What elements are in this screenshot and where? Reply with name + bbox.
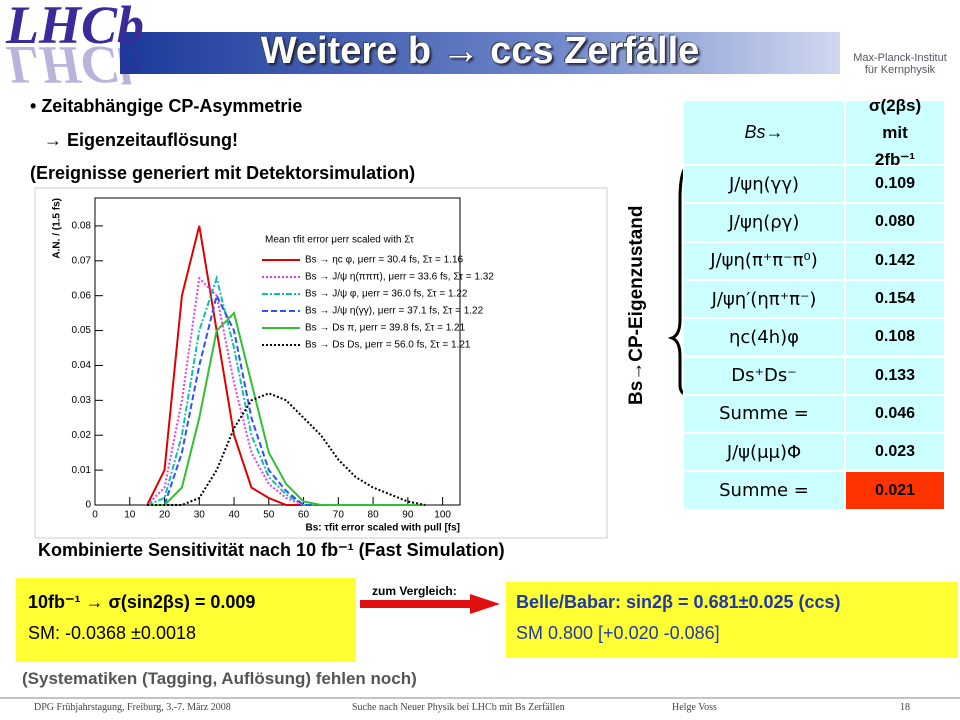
plot-frame xyxy=(34,187,608,539)
legend-title: Mean τfit error μerr scaled with Στ xyxy=(265,235,414,246)
legend-label: Bs → J/ψ η(πππ), μerr = 33.6 fs, Στ = 1.… xyxy=(305,272,494,283)
x-tick-label: 80 xyxy=(368,510,380,521)
logo: LHCb xyxy=(6,0,145,55)
table-cell: Summe = xyxy=(683,471,845,510)
result-line: 10fb⁻¹ → σ(sin2βs) = 0.009 xyxy=(28,592,256,612)
y-tick-label: 0 xyxy=(85,500,91,511)
x-tick-label: 90 xyxy=(402,510,414,521)
legend-label: Bs → ηc φ, μerr = 30.4 fs, Στ = 1.16 xyxy=(305,255,464,266)
x-tick-label: 20 xyxy=(159,510,171,521)
table-header-cell: Bs→ xyxy=(683,100,845,165)
bullet-sub: (Ereignisse generiert mit Detektorsimula… xyxy=(30,163,416,183)
x-tick-label: 70 xyxy=(333,510,345,521)
y-tick-label: 0.01 xyxy=(72,465,92,476)
legend-label: Bs → Ds π, μerr = 39.8 fs, Στ = 1.21 xyxy=(305,323,466,334)
series-line xyxy=(147,392,426,506)
table-cell: 0.108 xyxy=(845,318,945,357)
table-header-cell: σ(2βs) mit 2fb⁻¹ xyxy=(845,96,945,169)
table-cell: 0.046 xyxy=(845,394,945,434)
sensitivity: Kombinierte Sensitivität nach 10 fb⁻¹ (F… xyxy=(38,540,505,560)
legend-label: Bs → Ds Ds, μerr = 56.0 fs, Στ = 1.21 xyxy=(305,340,471,351)
table-cell: Summe = xyxy=(683,394,845,434)
table-cell: 0.021 xyxy=(845,471,945,510)
institute-line: Max-Planck-Institut xyxy=(853,52,947,64)
y-tick-label: 0.08 xyxy=(72,221,92,232)
footer-text: DPG Frühjahrstagung, Freiburg, 3.-7. Mär… xyxy=(34,702,231,713)
compare-box: Belle/Babar: sin2β = 0.681±0.025 (ccs) S… xyxy=(506,582,958,658)
result-box: 10fb⁻¹ → σ(sin2βs) = 0.009 SM: -0.0368 ±… xyxy=(16,578,356,662)
compare-line: Belle/Babar: sin2β = 0.681±0.025 (ccs) xyxy=(516,592,841,612)
x-axis-label: Bs: τfit error scaled with pull [fs] xyxy=(306,523,460,534)
y-tick-label: 0.06 xyxy=(72,290,92,301)
table-cell: 0.080 xyxy=(845,203,945,242)
x-tick-label: 40 xyxy=(228,510,240,521)
table-cell: Ds⁺Ds⁻ xyxy=(683,356,845,395)
bullet: • Zeitabhängige CP-Asymmetrie xyxy=(30,96,303,116)
table-cell: J/ψη(π⁺π⁻π⁰) xyxy=(683,241,845,280)
legend-label: Bs → J/ψ η(γγ), μerr = 37.1 fs, Στ = 1.2… xyxy=(305,306,484,317)
y-tick-label: 0.04 xyxy=(72,360,92,371)
series-line xyxy=(146,276,426,506)
x-tick-label: 0 xyxy=(92,510,98,521)
bracket xyxy=(667,163,691,397)
footer-text: Helge Voss xyxy=(672,702,717,713)
bullet-text: Zeitabhängige CP-Asymmetrie xyxy=(41,96,303,116)
x-tick-label: 60 xyxy=(298,510,310,521)
table-cell: J/ψη′(ηπ⁺π⁻) xyxy=(683,279,845,319)
y-tick-label: 0.07 xyxy=(72,255,92,266)
arrow xyxy=(360,594,500,614)
x-tick-label: 100 xyxy=(434,510,451,521)
x-tick-label: 30 xyxy=(194,510,206,521)
table-cell: 0.023 xyxy=(845,433,945,472)
result-line: SM: -0.0368 ±0.0018 xyxy=(28,623,196,643)
table-cell: 0.142 xyxy=(845,241,945,280)
table-cell: 0.154 xyxy=(845,279,945,319)
table-cell: 0.133 xyxy=(845,356,945,395)
legend-label: Bs → J/ψ φ, μerr = 36.0 fs, Στ = 1.22 xyxy=(305,289,468,300)
footer-text: 18 xyxy=(900,702,910,713)
table-cell: J/ψ(μμ)Φ xyxy=(683,433,845,472)
institute: Max-Planck-Institut für Kernphysik xyxy=(845,52,955,76)
side-label: Bs→CP-Eigenzustand xyxy=(626,205,647,405)
y-tick-label: 0.02 xyxy=(72,430,92,441)
x-tick-label: 10 xyxy=(124,510,136,521)
table-cell: J/ψη(ργ) xyxy=(683,203,845,242)
title-bar xyxy=(120,32,840,74)
table-cell: 0.109 xyxy=(845,165,945,204)
bullet-sub: → Eigenzeitauflösung! xyxy=(44,130,239,150)
plot-area xyxy=(94,197,461,506)
compare-line: SM 0.800 [+0.020 -0.086] xyxy=(516,623,720,643)
slide-title: Weitere b → ccs Zerfälle xyxy=(260,30,700,72)
series-line xyxy=(147,311,426,506)
y-tick-label: 0.05 xyxy=(72,325,92,336)
x-tick-label: 50 xyxy=(263,510,275,521)
institute-line: für Kernphysik xyxy=(864,64,936,76)
y-tick-label: 0.03 xyxy=(72,395,92,406)
y-axis-label: A.N. / (1.5 fs) xyxy=(52,198,63,259)
table-cell: J/ψη(γγ) xyxy=(683,165,845,204)
note: (Systematiken (Tagging, Auflösung) fehle… xyxy=(22,669,417,688)
compare-label: zum Vergleich: xyxy=(372,584,457,598)
footer-text: Suche nach Neuer Physik bei LHCb mit Bs … xyxy=(352,702,565,713)
table-cell: ηc(4h)φ xyxy=(683,318,845,357)
